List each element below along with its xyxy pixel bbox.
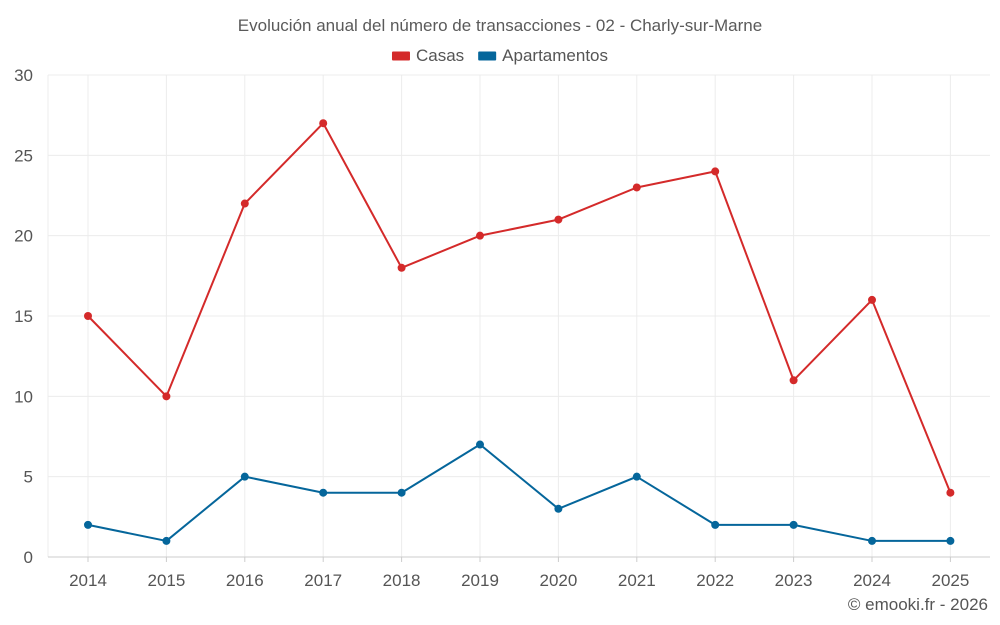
x-axis: 2014 2015 2016 2017 2018 2019 2020 2021 2022 2023…	[48, 556, 990, 590]
x-tick-label: 2014	[69, 571, 107, 590]
chart-title: Evolución anual del número de transaccio…	[238, 16, 762, 35]
x-tick-label: 2017	[304, 571, 342, 590]
series-line	[87, 443, 951, 542]
data-point[interactable]	[711, 520, 720, 529]
data-point[interactable]	[397, 488, 406, 497]
data-point[interactable]	[789, 376, 798, 385]
x-tick-label: 2021	[618, 571, 656, 590]
y-tick-label: 15	[14, 307, 33, 326]
gridlines	[47, 74, 990, 557]
data-point[interactable]	[554, 215, 563, 224]
data-point[interactable]	[476, 440, 484, 449]
x-tick-label: 2018	[383, 571, 421, 590]
data-point[interactable]	[240, 472, 249, 481]
y-tick-label: 25	[14, 146, 33, 165]
x-tick-label: 2015	[147, 571, 185, 590]
x-tick-label: 2019	[461, 571, 499, 590]
series-casas	[84, 119, 955, 497]
data-point[interactable]	[868, 295, 876, 304]
data-point[interactable]	[84, 520, 92, 529]
data-point[interactable]	[789, 520, 798, 529]
y-tick-label: 10	[14, 387, 33, 406]
y-tick-label: 0	[24, 548, 33, 567]
legend-swatch	[391, 51, 410, 61]
series-line	[87, 122, 952, 494]
credit-text: © emooki.fr - 2026	[848, 595, 988, 614]
legend: Casas Apartamentos	[391, 46, 608, 65]
data-point[interactable]	[162, 536, 171, 545]
legend-swatch	[478, 51, 497, 61]
y-tick-label: 20	[14, 227, 33, 246]
data-point[interactable]	[84, 312, 92, 320]
data-point[interactable]	[711, 167, 720, 176]
series-apartamentos	[84, 440, 955, 545]
x-tick-label: 2020	[539, 571, 577, 590]
x-tick-label: 2016	[226, 571, 264, 590]
data-point[interactable]	[397, 263, 406, 272]
data-point[interactable]	[632, 183, 641, 192]
x-tick-label: 2024	[853, 571, 891, 590]
y-tick-label: 5	[24, 468, 33, 487]
data-point[interactable]	[162, 392, 171, 401]
data-point[interactable]	[946, 536, 955, 545]
y-axis: 0 5 10 15 20 25 30	[14, 66, 33, 567]
series-layer	[84, 119, 955, 545]
data-point[interactable]	[632, 472, 641, 481]
data-point[interactable]	[946, 488, 955, 497]
data-point[interactable]	[319, 488, 328, 497]
x-tick-label: 2022	[696, 571, 734, 590]
x-tick-label: 2023	[775, 571, 813, 590]
legend-label: Apartamentos	[502, 46, 608, 65]
data-point[interactable]	[554, 504, 563, 513]
data-point[interactable]	[868, 536, 876, 545]
data-point[interactable]	[319, 119, 328, 128]
data-point[interactable]	[240, 199, 249, 208]
data-point[interactable]	[476, 231, 484, 240]
y-tick-label: 30	[14, 66, 33, 85]
x-tick-label: 2025	[931, 571, 969, 590]
legend-label: Casas	[416, 46, 464, 65]
